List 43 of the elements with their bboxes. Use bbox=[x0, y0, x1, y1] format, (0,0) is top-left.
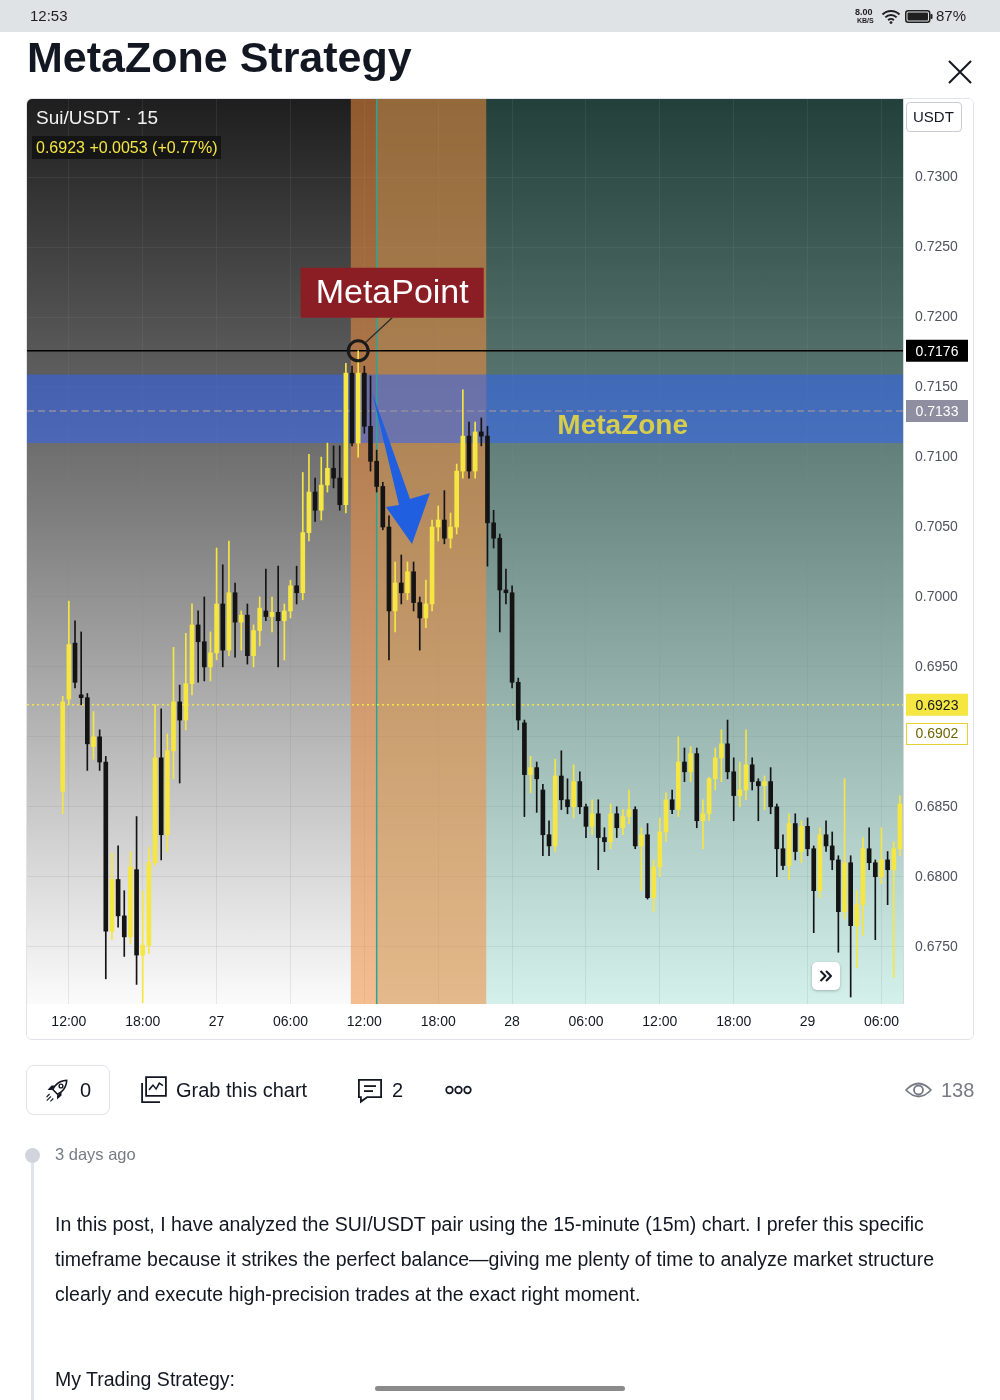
chart-title: MetaZone Strategy bbox=[27, 33, 412, 82]
y-tick-label: 0.6850 bbox=[915, 797, 959, 814]
y-tick-label: 0.6750 bbox=[915, 937, 959, 954]
text: My Trading Strategy: bbox=[55, 1368, 235, 1392]
text: 0.6902 bbox=[906, 723, 968, 745]
y-tick-label: 0.7050 bbox=[915, 517, 959, 534]
x-tick-label: 12:00 bbox=[346, 1013, 383, 1030]
text: 138 bbox=[941, 1078, 975, 1102]
text: 8.00 bbox=[855, 7, 873, 18]
x-tick-label: 12:00 bbox=[642, 1013, 678, 1030]
x-tick-label: 27 bbox=[208, 1013, 225, 1030]
text: In this post, I have analyzed the SUI/USDT pair using the 15-minute (15m) chart. I prefer this specific timeframe because it strikes the perfect balance—giving me plenty of time to analyze market structure clearly and execute high-precision trades at the exact right moment. bbox=[55, 1212, 935, 1307]
band-label: MetaZone bbox=[557, 409, 689, 441]
text: 87% bbox=[936, 7, 967, 25]
x-tick-label: 28 bbox=[504, 1013, 521, 1030]
text: 2 bbox=[392, 1078, 404, 1102]
ref-line-label: 0.7133 bbox=[915, 402, 959, 419]
y-tick-label: 0.7000 bbox=[915, 587, 959, 604]
y-axis-title: USDT bbox=[906, 102, 962, 132]
y-tick-label: 0.7150 bbox=[915, 378, 959, 394]
text: 3 days ago bbox=[55, 1145, 136, 1165]
text: 12:53 bbox=[30, 7, 68, 25]
chart-subtitle: Sui/USDT · 15 bbox=[36, 107, 159, 130]
x-tick-label: 18:00 bbox=[125, 1013, 161, 1030]
annotation: 0.6923 +0.0053 (+0.77%) bbox=[32, 136, 222, 160]
x-tick-label: 18:00 bbox=[716, 1013, 752, 1030]
y-tick-label: 0.7200 bbox=[915, 308, 959, 325]
text: Grab this chart bbox=[176, 1078, 308, 1102]
text: 0 bbox=[80, 1078, 92, 1102]
x-tick-label: 06:00 bbox=[568, 1013, 604, 1030]
y-tick-label: 0.7300 bbox=[915, 168, 959, 185]
y-tick-label: 0.6950 bbox=[915, 657, 959, 674]
y-tick-label: 0.7100 bbox=[915, 447, 959, 464]
x-tick-label: 18:00 bbox=[420, 1013, 456, 1030]
annotation: MetaPoint bbox=[315, 272, 470, 311]
y-tick-label: 0.6800 bbox=[915, 867, 959, 884]
x-tick-label: 06:00 bbox=[272, 1013, 309, 1030]
ref-line-label: 0.7176 bbox=[915, 342, 959, 359]
ref-line-label: 0.6923 bbox=[915, 696, 959, 713]
x-tick-label: 29 bbox=[799, 1013, 816, 1030]
x-tick-label: 12:00 bbox=[51, 1013, 87, 1030]
y-tick-label: 0.7250 bbox=[915, 238, 959, 255]
x-tick-label: 06:00 bbox=[863, 1013, 900, 1030]
